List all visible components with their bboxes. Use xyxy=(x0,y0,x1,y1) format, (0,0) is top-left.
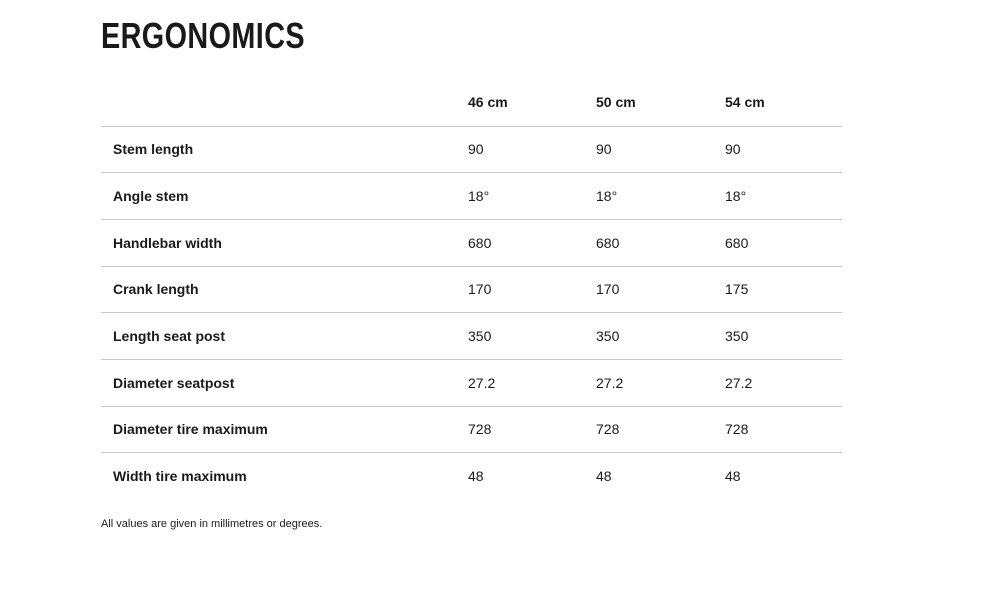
table-row-width-tire-maximum: Width tire maximum 48 48 48 xyxy=(101,452,842,500)
row-label: Handlebar width xyxy=(113,234,222,251)
value-cell: 27.2 xyxy=(725,374,753,391)
table-row-angle-stem: Angle stem 18° 18° 18° xyxy=(101,172,842,220)
row-label: Crank length xyxy=(113,281,199,298)
column-header-50cm: 50 cm xyxy=(596,94,636,111)
column-header-46cm: 46 cm xyxy=(468,94,508,111)
value-cell: 350 xyxy=(725,328,749,345)
header-spacer-cell xyxy=(101,79,468,126)
value-cell: 170 xyxy=(468,281,492,298)
value-cell: 90 xyxy=(596,141,612,158)
value-cell: 680 xyxy=(468,234,492,251)
table-row-diameter-tire-maximum: Diameter tire maximum 728 728 728 xyxy=(101,406,842,453)
value-cell: 90 xyxy=(468,141,484,158)
value-cell: 18° xyxy=(468,188,490,205)
value-cell: 170 xyxy=(596,281,620,298)
table-row-stem-length: Stem length 90 90 90 xyxy=(101,126,842,173)
table-row-crank-length: Crank length 170 170 175 xyxy=(101,266,842,313)
row-label: Angle stem xyxy=(113,188,189,205)
ergonomics-table: 46 cm 50 cm 54 cm Stem length 90 90 90 A… xyxy=(101,79,842,500)
column-header-54cm: 54 cm xyxy=(725,94,765,111)
table-row-handlebar-width: Handlebar width 680 680 680 xyxy=(101,219,842,266)
value-cell: 728 xyxy=(725,421,749,438)
ergonomics-section: ERGONOMICS 46 cm 50 cm 54 cm Stem length… xyxy=(101,15,842,530)
table-header-row: 46 cm 50 cm 54 cm xyxy=(101,79,842,126)
value-cell: 90 xyxy=(725,141,741,158)
row-label: Width tire maximum xyxy=(113,468,247,485)
row-label: Diameter tire maximum xyxy=(113,421,268,438)
section-title: ERGONOMICS xyxy=(101,15,306,56)
value-cell: 728 xyxy=(596,421,620,438)
value-cell: 680 xyxy=(596,234,620,251)
value-cell: 350 xyxy=(468,328,492,345)
value-cell: 27.2 xyxy=(468,374,496,391)
row-label: Length seat post xyxy=(113,328,226,345)
value-cell: 48 xyxy=(468,468,484,485)
value-cell: 48 xyxy=(725,468,741,485)
value-cell: 350 xyxy=(596,328,620,345)
value-cell: 680 xyxy=(725,234,749,251)
row-label: Diameter seatpost xyxy=(113,374,235,391)
value-cell: 18° xyxy=(725,188,747,205)
value-cell: 175 xyxy=(725,281,749,298)
row-label: Stem length xyxy=(113,141,194,158)
value-cell: 18° xyxy=(596,188,618,205)
footnote: All values are given in millimetres or d… xyxy=(101,517,323,530)
value-cell: 27.2 xyxy=(596,374,624,391)
table-row-diameter-seatpost: Diameter seatpost 27.2 27.2 27.2 xyxy=(101,359,842,406)
value-cell: 48 xyxy=(596,468,612,485)
table-row-length-seat-post: Length seat post 350 350 350 xyxy=(101,312,842,360)
value-cell: 728 xyxy=(468,421,492,438)
